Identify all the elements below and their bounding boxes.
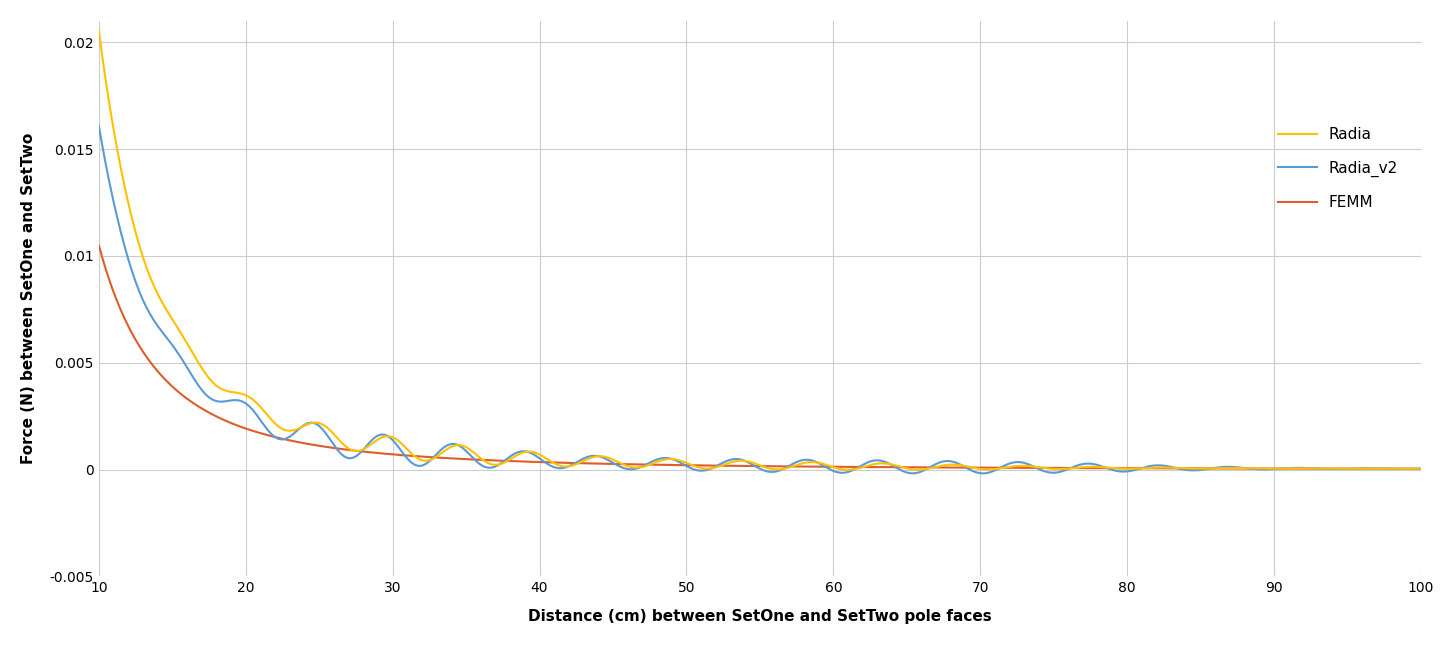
Radia_v2 [127, 278, 144, 286]
Radia_v2 [917, 466, 934, 473]
FEMM [1413, 465, 1430, 473]
Radia_v2 [90, 122, 108, 130]
Radia [840, 466, 857, 473]
Radia_v2 [975, 470, 992, 477]
Radia_v2 [842, 467, 860, 475]
Radia_v2 [888, 464, 905, 471]
FEMM [917, 464, 934, 471]
FEMM [888, 463, 905, 471]
X-axis label: Distance (cm) between SetOne and SetTwo pole faces: Distance (cm) between SetOne and SetTwo … [528, 609, 992, 624]
Radia [127, 228, 144, 236]
Radia [336, 442, 354, 450]
Radia_v2 [1413, 465, 1430, 473]
Radia [90, 26, 108, 34]
Legend: Radia, Radia_v2, FEMM: Radia, Radia_v2, FEMM [1263, 112, 1413, 225]
FEMM [1251, 464, 1269, 472]
Radia [847, 465, 864, 473]
Radia [1254, 464, 1272, 472]
FEMM [336, 446, 354, 453]
Radia [920, 464, 937, 472]
Radia [890, 462, 908, 470]
FEMM [90, 241, 108, 249]
Line: Radia: Radia [99, 30, 1422, 470]
Radia_v2 [1254, 466, 1272, 473]
Y-axis label: Force (N) between SetOne and SetTwo: Force (N) between SetOne and SetTwo [20, 133, 36, 464]
FEMM [127, 336, 144, 344]
Line: Radia_v2: Radia_v2 [99, 126, 1422, 473]
Line: FEMM: FEMM [99, 245, 1422, 469]
FEMM [842, 463, 860, 471]
Radia [1413, 465, 1430, 473]
Radia_v2 [336, 453, 354, 461]
